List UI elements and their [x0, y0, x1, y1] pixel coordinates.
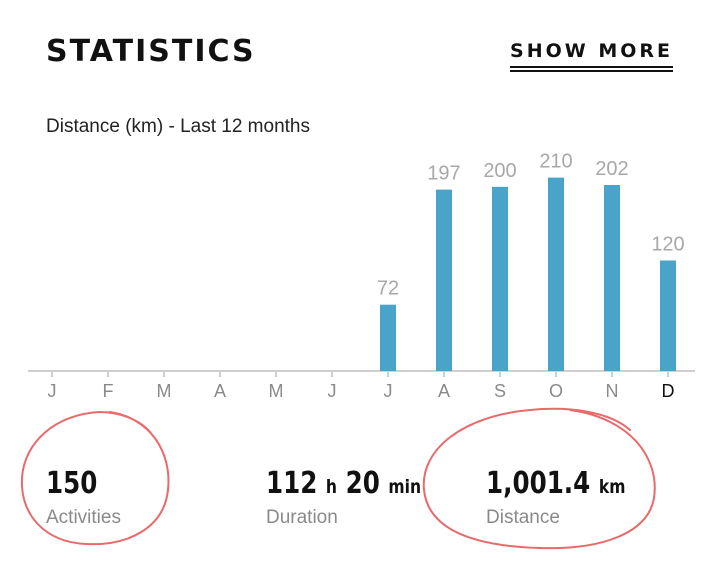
bar[interactable] — [548, 177, 564, 371]
x-tick-label: S — [494, 381, 506, 401]
bar[interactable] — [436, 189, 452, 371]
x-tick-label: J — [48, 381, 57, 401]
bar[interactable] — [660, 260, 676, 372]
x-tick-label: D — [662, 381, 675, 401]
distance-bar-chart: J F M A M J J 72 A 197 S 200 O 210 N 202 D 120 — [28, 151, 695, 401]
activities-label: Activities — [46, 507, 121, 528]
bar-value-label: 72 — [377, 278, 399, 300]
activities-number: 150 — [46, 466, 98, 501]
bar-value-label: 200 — [483, 160, 516, 182]
bar-value-label: 120 — [651, 234, 684, 256]
stat-distance: 1,001.4 km Distance — [486, 466, 656, 529]
show-more-button[interactable]: SHOW MORE — [510, 40, 673, 72]
x-tick-label: O — [549, 381, 563, 401]
x-tick-label: A — [214, 381, 226, 401]
x-tick-label: N — [606, 381, 619, 401]
bar-value-label: 202 — [595, 158, 628, 180]
distance-label: Distance — [486, 507, 560, 528]
x-tick-label: M — [269, 381, 284, 401]
stat-duration: 112 h 20 min Duration — [266, 466, 455, 529]
bar[interactable] — [604, 184, 620, 371]
duration-label: Duration — [266, 507, 338, 528]
duration-hours: 112 — [266, 466, 318, 501]
bar[interactable] — [380, 304, 396, 371]
bar-value-label: 197 — [427, 163, 460, 185]
distance-number: 1,001.4 — [486, 466, 591, 501]
duration-minutes-unit: min — [388, 476, 422, 498]
duration-hours-unit: h — [325, 476, 338, 498]
distance-value: 1,001.4 km — [486, 466, 625, 501]
x-tick-label: J — [384, 381, 393, 401]
distance-unit: km — [598, 476, 626, 498]
x-tick-label: F — [103, 381, 114, 401]
show-more-underline — [510, 66, 673, 72]
duration-minutes: 20 — [345, 466, 380, 501]
chart-subtitle: Distance (km) - Last 12 months — [46, 116, 310, 137]
activities-value: 150 — [46, 466, 107, 501]
x-tick-label: J — [328, 381, 337, 401]
x-tick-label: A — [438, 381, 450, 401]
bar[interactable] — [492, 186, 508, 371]
duration-value: 112 h 20 min — [266, 466, 421, 501]
stat-activities: 150 Activities — [46, 466, 121, 529]
page-title: STATISTICS — [46, 34, 256, 69]
bar-value-label: 210 — [539, 151, 572, 173]
x-tick-label: M — [157, 381, 172, 401]
show-more-label: SHOW MORE — [510, 40, 673, 62]
